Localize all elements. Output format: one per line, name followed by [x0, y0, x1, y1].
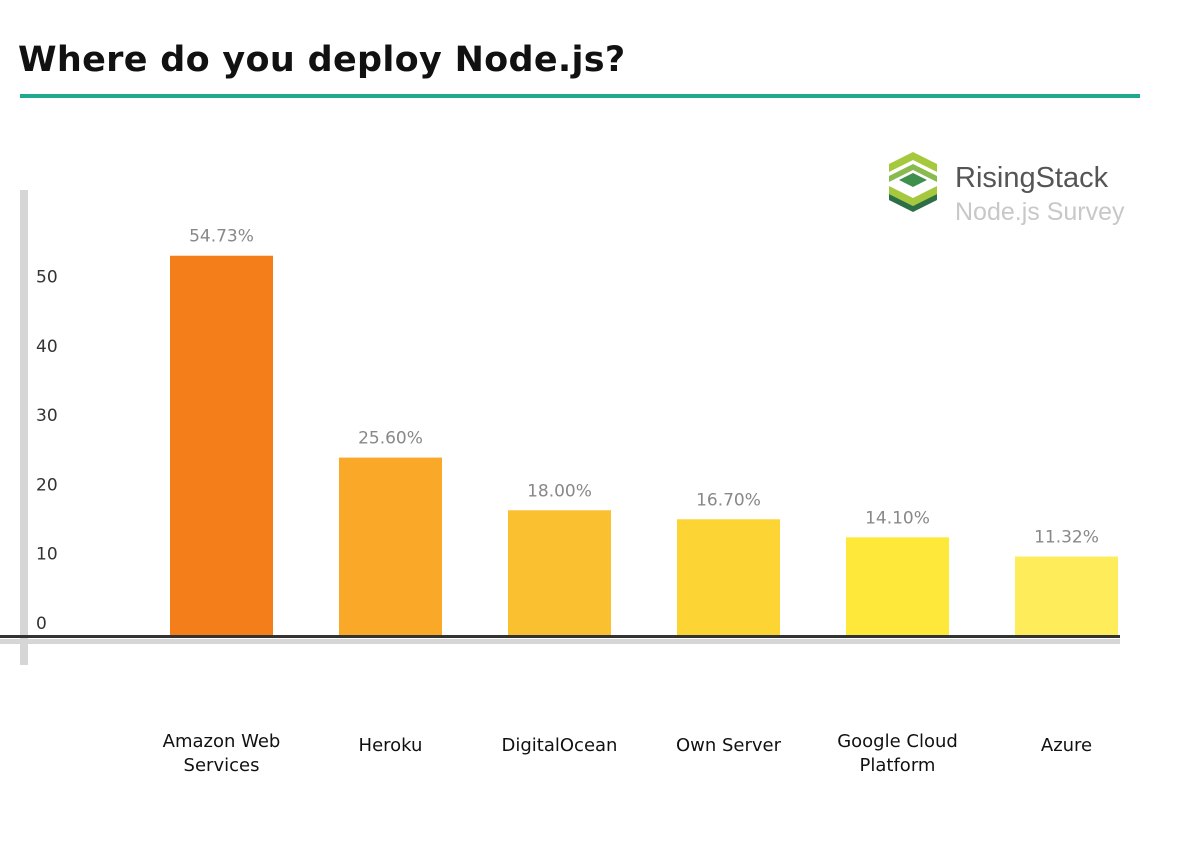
- data-label: 25.60%: [358, 429, 423, 449]
- bar-5: [1015, 556, 1118, 635]
- logo-name: RisingStack: [955, 162, 1109, 194]
- x-tick-label: Services: [184, 755, 260, 776]
- y-tick-label: 0: [36, 614, 47, 634]
- y-tick-label: 10: [36, 545, 58, 565]
- risingstack-logo: RisingStack Node.js Survey: [885, 150, 1125, 230]
- title-underline: [20, 94, 1140, 98]
- bar-4: [846, 537, 949, 635]
- data-label: 16.70%: [696, 490, 761, 510]
- y-tick-label: 50: [36, 268, 58, 288]
- x-tick-label: Heroku: [359, 735, 423, 756]
- y-tick-label: 40: [36, 337, 58, 357]
- logo-subtitle: Node.js Survey: [955, 198, 1125, 226]
- y-tick-label: 30: [36, 406, 58, 426]
- data-label: 11.32%: [1034, 528, 1099, 548]
- x-tick-label: Platform: [860, 755, 936, 776]
- bar-0: [170, 255, 273, 635]
- y-tick-label: 20: [36, 475, 58, 495]
- x-tick-label: Amazon Web: [163, 731, 281, 752]
- data-label: 18.00%: [527, 481, 592, 501]
- bar-3: [677, 519, 780, 635]
- x-tick-label: Own Server: [676, 735, 782, 756]
- data-label: 54.73%: [189, 227, 254, 247]
- x-axis-shadow: [0, 639, 1120, 644]
- chart-title: Where do you deploy Node.js?: [18, 40, 626, 80]
- x-tick-label: Google Cloud: [837, 731, 958, 752]
- bar-2: [508, 510, 611, 635]
- bar-1: [339, 457, 442, 635]
- x-tick-label: DigitalOcean: [502, 735, 618, 756]
- y-axis-line: [20, 190, 28, 665]
- data-label: 14.10%: [865, 508, 930, 528]
- stack-logo-icon: [889, 152, 937, 212]
- x-axis-line: [0, 635, 1120, 638]
- x-tick-label: Azure: [1041, 735, 1092, 756]
